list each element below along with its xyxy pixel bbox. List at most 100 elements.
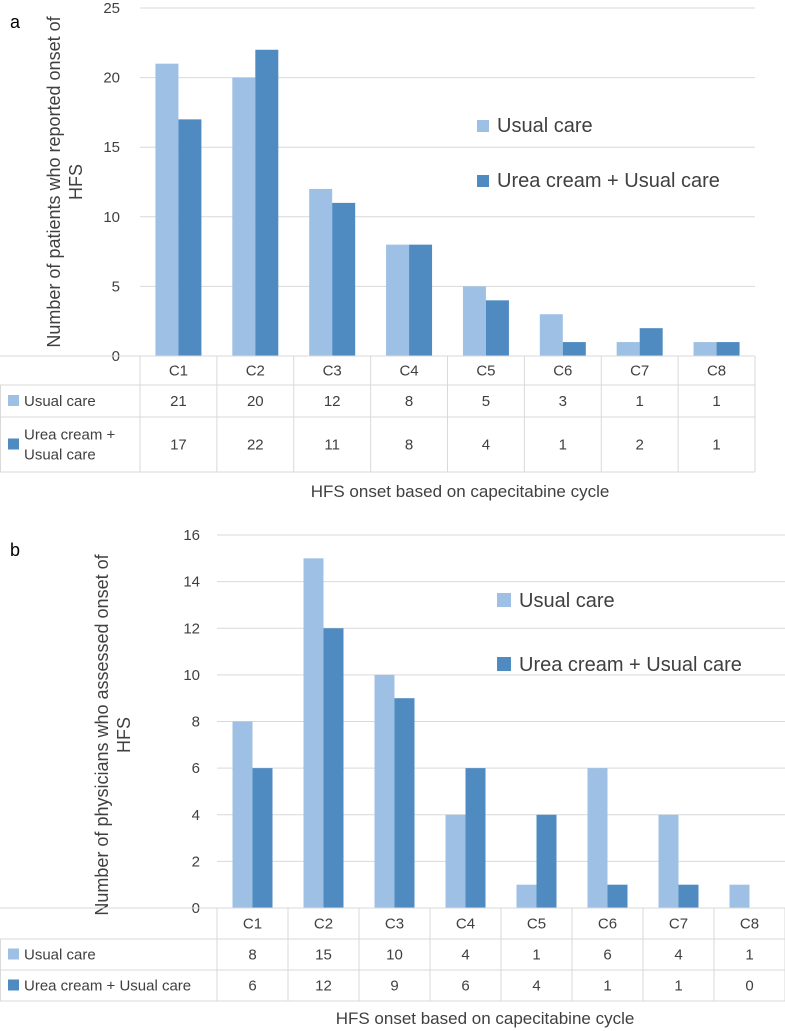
y-axis-label-line1: Number of physicians who assessed onset … (92, 553, 112, 915)
panel-label: a (10, 12, 21, 32)
table-row-label: Urea cream + Usual care (24, 978, 191, 995)
legend-swatch-usual-care (497, 593, 511, 607)
table-value: 21 (170, 393, 187, 410)
legend-label: Urea cream + Usual care (497, 170, 720, 192)
table-value: 10 (386, 947, 403, 964)
table-value: 4 (482, 437, 490, 454)
table-value: 1 (603, 978, 611, 995)
y-tick-label: 4 (192, 807, 200, 824)
table-value: 1 (745, 947, 753, 964)
table-row-swatch-usual-care (8, 395, 19, 406)
legend-swatch-urea-cream (477, 175, 489, 187)
table-value: 4 (532, 978, 540, 995)
bar-urea-cream-C7 (678, 884, 699, 908)
bar-usual-care-C8 (729, 884, 750, 908)
category-label: C8 (740, 916, 759, 933)
category-label: C6 (598, 916, 617, 933)
table-value: 8 (248, 947, 256, 964)
bar-urea-cream-C5 (536, 814, 557, 908)
bar-urea-cream-C8 (716, 342, 740, 356)
bar-usual-care-C7 (616, 342, 640, 356)
y-tick-label: 10 (103, 209, 120, 226)
category-label: C4 (456, 916, 475, 933)
table-value: 1 (636, 393, 644, 410)
table-value: 8 (405, 393, 413, 410)
category-label: C6 (553, 363, 572, 380)
bar-urea-cream-C1 (252, 768, 273, 908)
category-label: C5 (527, 916, 546, 933)
table-value: 6 (461, 978, 469, 995)
legend-swatch-usual-care (477, 120, 489, 132)
legend-label: Usual care (519, 590, 615, 612)
bar-usual-care-C6 (539, 314, 563, 356)
table-value: 1 (532, 947, 540, 964)
bar-usual-care-C5 (516, 884, 537, 908)
table-value: 6 (603, 947, 611, 964)
category-label: C1 (243, 916, 262, 933)
y-axis-label: Number of physicians who assessed onset … (92, 553, 134, 915)
bar-urea-cream-C5 (485, 300, 509, 356)
table-value: 4 (461, 947, 469, 964)
table-value: 0 (745, 978, 753, 995)
bar-urea-cream-C3 (332, 202, 356, 356)
bar-urea-cream-C6 (607, 884, 628, 908)
table-value: 22 (247, 437, 264, 454)
table-value: 12 (315, 978, 332, 995)
legend-label: Urea cream + Usual care (519, 654, 742, 676)
x-axis-label: HFS onset based on capecitabine cycle (336, 1009, 635, 1028)
bar-urea-cream-C3 (394, 698, 415, 908)
category-label: C7 (630, 363, 649, 380)
table-row-swatch-urea-cream (8, 438, 19, 450)
table-row-label: Usual care (24, 947, 96, 964)
bar-urea-cream-C2 (255, 49, 279, 356)
bar-urea-cream-C6 (562, 342, 586, 356)
table-value: 1 (559, 437, 567, 454)
category-label: C1 (169, 363, 188, 380)
table-row-label: Usual care (24, 393, 96, 410)
table-value: 4 (674, 947, 682, 964)
category-label: C3 (323, 363, 342, 380)
bar-usual-care-C5 (462, 286, 486, 356)
table-value: 1 (712, 437, 720, 454)
table-value: 1 (712, 393, 720, 410)
category-label: C3 (385, 916, 404, 933)
category-label: C8 (707, 363, 726, 380)
table-value: 20 (247, 393, 264, 410)
table-row-label: Urea cream + (24, 427, 116, 444)
table-value: 9 (390, 978, 398, 995)
y-tick-label: 12 (183, 620, 200, 637)
y-tick-label: 20 (103, 70, 120, 87)
table-value: 2 (636, 437, 644, 454)
bar-usual-care-C3 (309, 188, 333, 356)
category-label: C5 (476, 363, 495, 380)
table-row-swatch-usual-care (8, 948, 19, 960)
y-tick-label: 8 (192, 714, 200, 731)
category-label: C2 (246, 363, 265, 380)
bar-usual-care-C2 (303, 558, 324, 908)
y-tick-label: 16 (183, 527, 200, 544)
y-axis-label-line2: HFS (66, 164, 86, 200)
bar-usual-care-C7 (658, 814, 679, 908)
x-axis-label: HFS onset based on capecitabine cycle (311, 482, 610, 501)
bar-urea-cream-C4 (465, 768, 486, 908)
bar-usual-care-C1 (232, 721, 253, 908)
bar-usual-care-C8 (693, 342, 717, 356)
y-tick-label: 2 (192, 853, 200, 870)
table-value: 11 (324, 437, 340, 454)
bar-urea-cream-C2 (323, 628, 344, 908)
legend-label: Usual care (497, 115, 593, 137)
bar-usual-care-C1 (155, 63, 179, 357)
table-value: 12 (324, 393, 341, 410)
bar-urea-cream-C1 (178, 119, 202, 356)
bar-usual-care-C2 (232, 77, 256, 356)
bar-urea-cream-C7 (639, 328, 663, 356)
panel-label: b (10, 540, 20, 560)
category-label: C7 (669, 916, 688, 933)
y-tick-label: 25 (103, 0, 120, 17)
table-value: 8 (405, 437, 413, 454)
bar-usual-care-C6 (587, 768, 608, 908)
y-tick-label: 6 (192, 760, 200, 777)
bar-usual-care-C4 (386, 244, 410, 356)
y-tick-label: 5 (112, 278, 120, 295)
